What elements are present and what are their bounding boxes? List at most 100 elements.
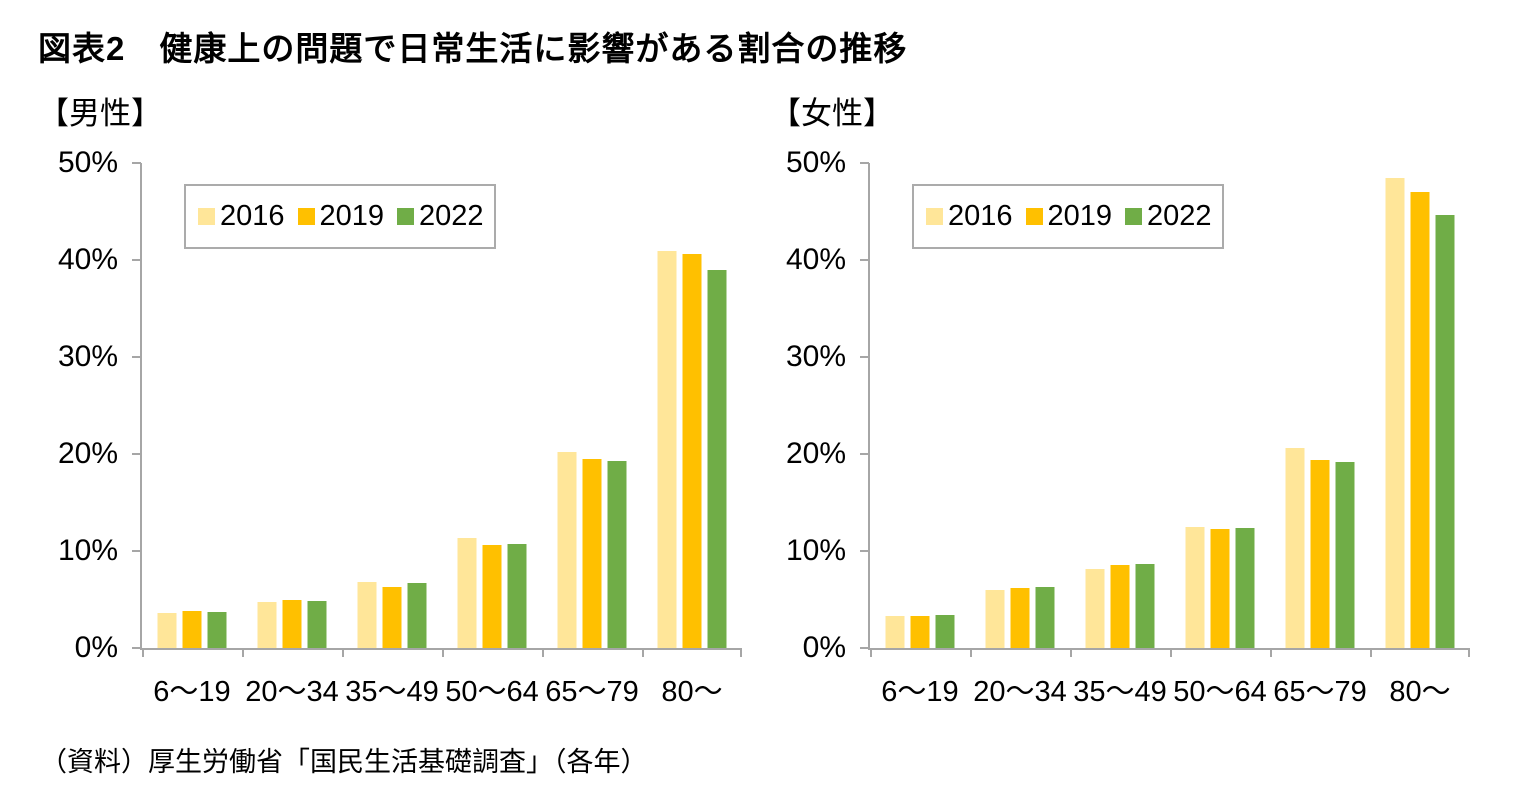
bar-group: [557, 163, 627, 648]
bar-group: [1385, 163, 1455, 648]
y-axis-tick: [132, 162, 141, 164]
y-axis-label: 20%: [57, 437, 118, 470]
legend: 2016 2019 2022: [912, 184, 1224, 249]
y-axis-tick: [132, 259, 141, 261]
bar-group: [157, 163, 227, 648]
y-axis-label: 10%: [785, 534, 846, 567]
bar-2019: [682, 254, 702, 648]
x-category-label: 50〜64: [445, 676, 539, 708]
bar-2022: [1235, 528, 1255, 648]
bar-group: [1085, 163, 1155, 648]
bar-2022: [507, 544, 527, 648]
x-axis-tick: [142, 648, 144, 657]
bar-2022: [707, 270, 727, 648]
bar-2016: [457, 538, 477, 648]
bar-2022: [607, 461, 627, 648]
y-axis-label: 50%: [785, 146, 846, 179]
bar-2022: [407, 583, 427, 648]
bar-2022: [1035, 587, 1055, 648]
x-category-label: 20〜34: [973, 676, 1067, 708]
y-axis-tick: [860, 259, 869, 261]
bar-2022: [1435, 215, 1455, 648]
x-axis-tick: [970, 648, 972, 657]
x-category-label: 65〜79: [1273, 676, 1367, 708]
x-axis-tick: [542, 648, 544, 657]
legend-label: 2019: [319, 200, 385, 232]
y-axis-tick: [860, 647, 869, 649]
x-axis-tick: [870, 648, 872, 657]
legend-label: 2022: [1147, 200, 1212, 232]
legend: 2016 2019 2022: [184, 184, 496, 249]
bar-2019: [1110, 565, 1130, 648]
y-axis-tick: [132, 647, 141, 649]
bar-group: [1185, 163, 1255, 648]
bar-2019: [282, 600, 302, 648]
y-axis-label: 0%: [802, 631, 846, 664]
bar-2016: [557, 452, 577, 648]
bar-2016: [657, 251, 677, 648]
source-note: （資料）厚生労働省「国民生活基礎調査」（各年）: [40, 747, 648, 777]
y-axis-label: 40%: [785, 243, 846, 276]
bar-group: [457, 163, 527, 648]
y-axis-label: 50%: [57, 146, 118, 179]
bar-2016: [1085, 569, 1105, 648]
bar-2019: [482, 545, 502, 648]
x-axis-tick: [242, 648, 244, 657]
bar-2016: [1185, 527, 1205, 648]
legend-swatch-2019: [297, 208, 315, 225]
legend-label: 2016: [220, 200, 285, 232]
legend-item: 2022: [1125, 202, 1212, 231]
bar-2016: [357, 582, 377, 648]
x-axis-tick: [740, 648, 742, 657]
x-category-label: 80〜: [1389, 676, 1451, 708]
y-axis-tick: [860, 550, 869, 552]
y-axis-tick: [132, 550, 141, 552]
bar-2022: [307, 601, 327, 648]
bar-2019: [382, 587, 402, 648]
bar-2019: [1310, 460, 1330, 648]
bar-group: [1285, 163, 1355, 648]
y-axis-label: 0%: [74, 631, 118, 664]
x-axis-tick: [342, 648, 344, 657]
bar-2022: [1335, 462, 1355, 648]
bar-2016: [1385, 178, 1405, 648]
x-category-label: 50〜64: [1173, 676, 1267, 708]
bar-2019: [1410, 192, 1430, 648]
bar-group: [657, 163, 727, 648]
legend-swatch-2019: [1025, 208, 1043, 225]
x-axis-tick: [1170, 648, 1172, 657]
bar-chart-female: 0% 10% 20% 30% 40% 50% 6〜19 20〜34 35〜49 50〜64 65〜7…: [786, 147, 1470, 708]
bar-group: [985, 163, 1055, 648]
bar-group: [257, 163, 327, 648]
x-category-label: 80〜: [661, 676, 723, 708]
x-category-label: 20〜34: [245, 676, 339, 708]
bar-2019: [582, 459, 602, 648]
bar-2022: [1135, 564, 1155, 648]
bar-2016: [885, 616, 905, 648]
y-axis-label: 30%: [785, 340, 846, 373]
bar-2022: [207, 612, 227, 648]
legend-swatch-2022: [397, 208, 415, 225]
bar-2019: [1010, 588, 1030, 648]
legend-item: 2019: [1025, 202, 1112, 231]
y-axis-label: 20%: [785, 437, 846, 470]
x-category-label: 35〜49: [1073, 676, 1167, 708]
y-axis-tick: [860, 453, 869, 455]
bar-2019: [1210, 529, 1230, 648]
x-axis-tick: [642, 648, 644, 657]
legend-item: 2016: [926, 202, 1013, 231]
bar-2022: [935, 615, 955, 648]
x-axis-tick: [1370, 648, 1372, 657]
bar-group: [357, 163, 427, 648]
legend-swatch-2016: [926, 208, 943, 225]
legend-item: 2016: [198, 202, 285, 231]
figure-title: 図表2 健康上の問題で日常生活に影響がある割合の推移: [38, 30, 908, 67]
bar-2016: [157, 613, 177, 648]
legend-swatch-2016: [198, 208, 215, 225]
y-axis-label: 40%: [57, 243, 118, 276]
x-axis-tick: [1070, 648, 1072, 657]
y-axis-label: 30%: [57, 340, 118, 373]
legend-label: 2016: [948, 200, 1013, 232]
bar-2016: [985, 590, 1005, 648]
